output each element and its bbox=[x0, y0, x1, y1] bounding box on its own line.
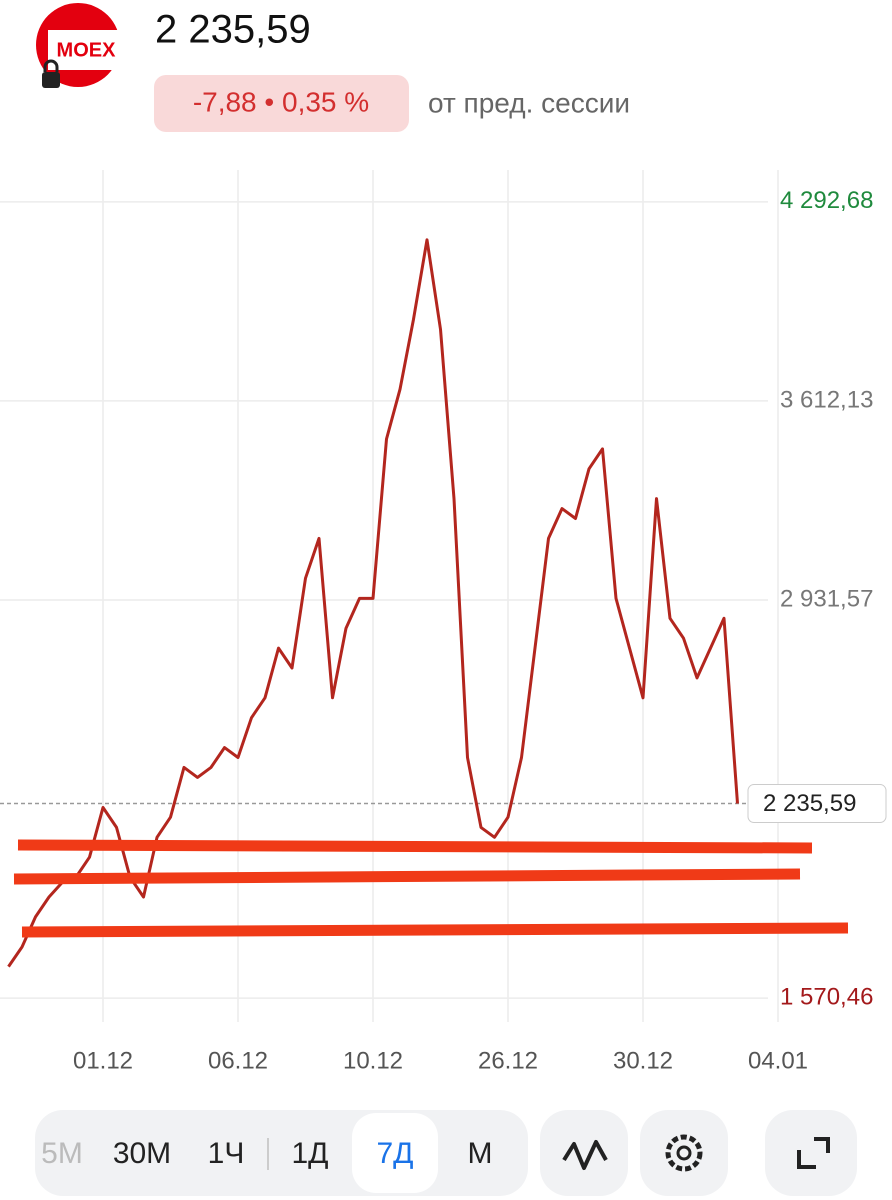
drawn-levels bbox=[13, 839, 849, 938]
change: -7,88 • 0,35 % bbox=[193, 86, 369, 117]
lock-icon bbox=[42, 72, 60, 88]
x-tick-label: 01.12 bbox=[73, 1047, 133, 1074]
interval-button[interactable]: 1Д bbox=[291, 1137, 328, 1170]
logo-box bbox=[48, 30, 124, 70]
lock-shackle bbox=[43, 59, 59, 72]
level-line bbox=[17, 839, 813, 854]
y-tick-label: 1 570,46 bbox=[780, 983, 873, 1010]
toolbar: 5M 30M 1Ч 1Д 7Д М bbox=[35, 1110, 857, 1196]
interval-selected bbox=[352, 1113, 438, 1193]
x-tick-label: 10.12 bbox=[343, 1047, 403, 1074]
price: 2 235,59 bbox=[155, 8, 311, 52]
chart: 01.12 06.12 10.12 26.12 30.12 04.01 4 292,68 3 … bbox=[0, 170, 887, 1074]
current-price-label: 2 235,59 bbox=[763, 790, 856, 817]
level-line bbox=[21, 922, 849, 938]
fullscreen-button[interactable] bbox=[765, 1110, 857, 1196]
y-tick-label: 3 612,13 bbox=[780, 386, 873, 413]
x-tick-label: 04.01 bbox=[748, 1047, 808, 1074]
x-tick-label: 30.12 bbox=[613, 1047, 673, 1074]
settings-icon bbox=[665, 1134, 703, 1172]
change-pill bbox=[154, 75, 409, 132]
interval-button[interactable]: 1Ч bbox=[208, 1137, 245, 1170]
interval-button[interactable]: М bbox=[468, 1137, 493, 1170]
settings-icon-center bbox=[676, 1145, 692, 1161]
interval-button[interactable]: 30M bbox=[113, 1137, 171, 1170]
current-price-box bbox=[747, 784, 887, 824]
interval-group bbox=[35, 1110, 528, 1196]
indicator-icon bbox=[562, 1140, 608, 1170]
indicator-button[interactable] bbox=[540, 1110, 628, 1196]
logo: MOEX bbox=[36, 3, 124, 88]
y-tick-label: 2 931,57 bbox=[780, 585, 873, 612]
level-line bbox=[13, 868, 801, 885]
logo-text: MOEX bbox=[57, 39, 117, 61]
x-tick-label: 06.12 bbox=[208, 1047, 268, 1074]
interval-button[interactable]: 7Д bbox=[376, 1137, 413, 1170]
y-tick-label: 4 292,68 bbox=[780, 187, 873, 214]
settings-button[interactable] bbox=[640, 1110, 728, 1196]
interval-button[interactable]: 5M bbox=[41, 1137, 83, 1170]
change-note: от пред. сессии bbox=[428, 87, 630, 118]
fullscreen-icon bbox=[797, 1137, 830, 1169]
x-tick-label: 26.12 bbox=[478, 1047, 538, 1074]
